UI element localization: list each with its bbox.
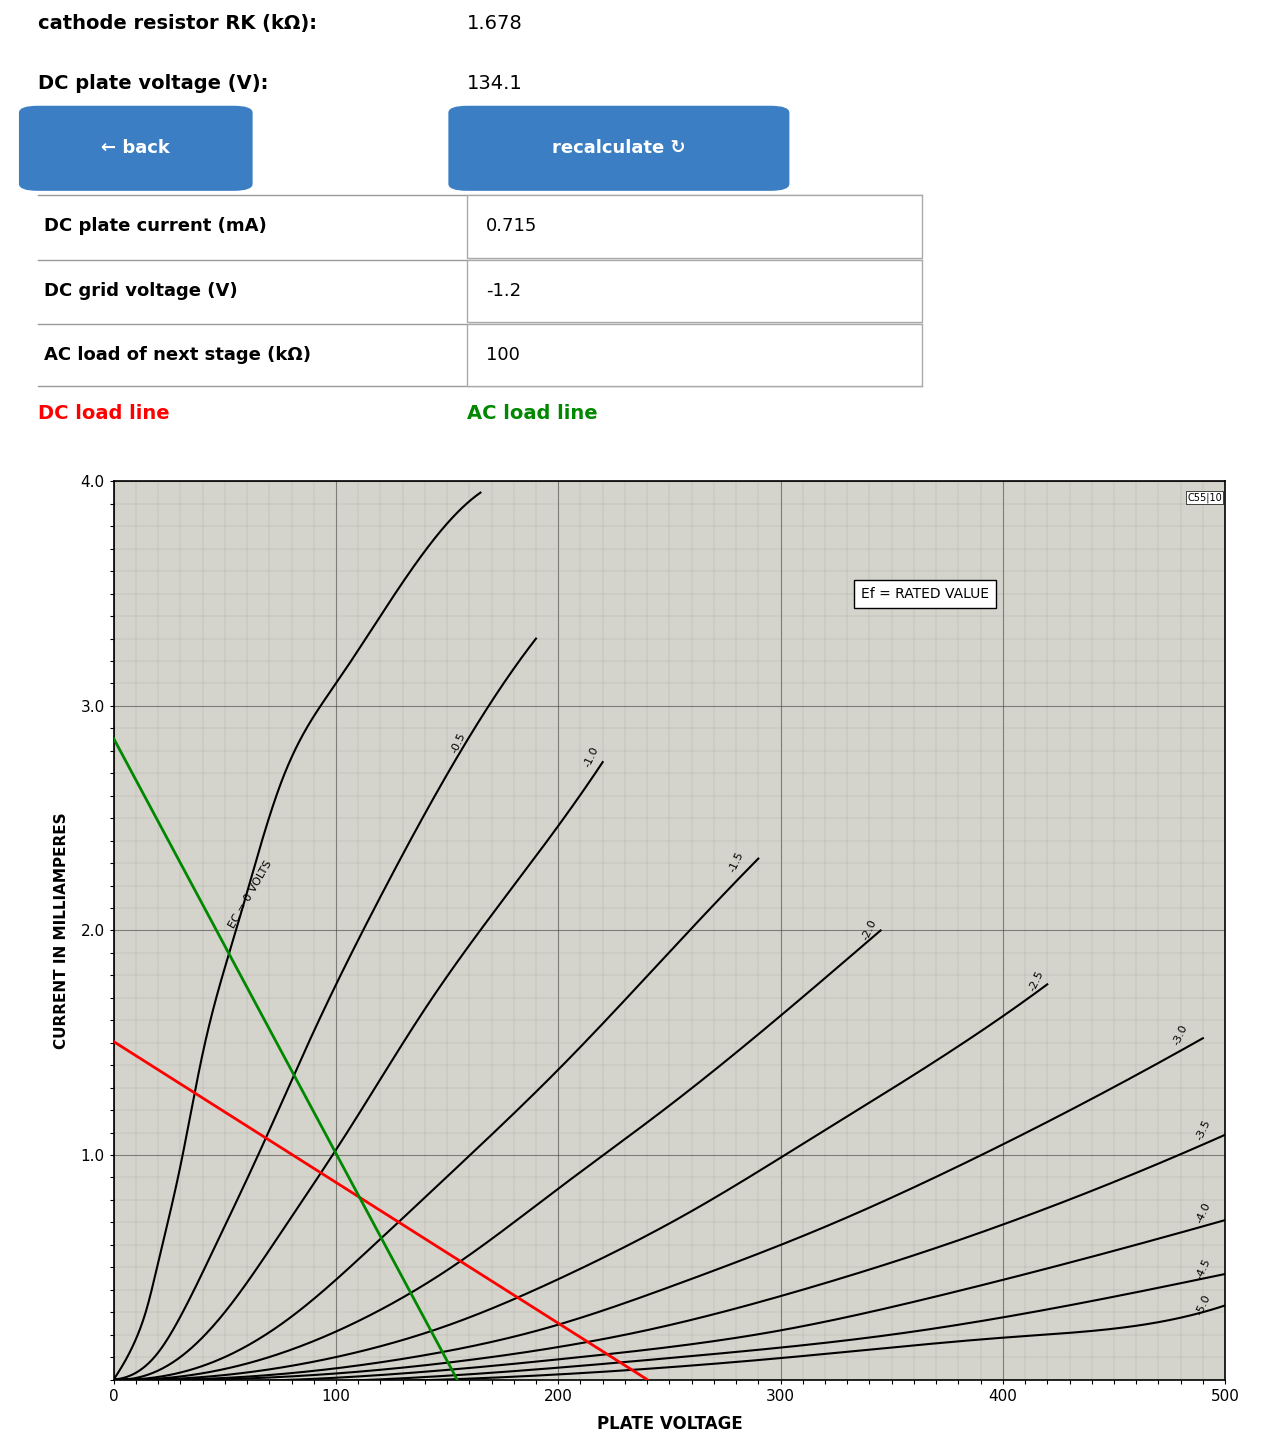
Text: -1.5: -1.5 <box>727 851 745 874</box>
Text: recalculate ↻: recalculate ↻ <box>552 139 686 157</box>
Text: -0.5: -0.5 <box>450 731 467 756</box>
Text: -4.0: -4.0 <box>1194 1201 1212 1224</box>
X-axis label: PLATE VOLTAGE: PLATE VOLTAGE <box>596 1414 743 1433</box>
Text: 1.678: 1.678 <box>467 14 523 33</box>
Text: Ef = RATED VALUE: Ef = RATED VALUE <box>861 586 989 601</box>
Text: -3.5: -3.5 <box>1194 1118 1212 1141</box>
Text: DC load line: DC load line <box>38 404 169 424</box>
Text: 0.715: 0.715 <box>486 217 538 236</box>
Text: -2.0: -2.0 <box>860 918 879 941</box>
Text: -5.0: -5.0 <box>1194 1293 1212 1316</box>
Bar <box>467 195 922 257</box>
Text: AC load line: AC load line <box>467 404 597 424</box>
Bar <box>467 325 922 387</box>
Text: ← back: ← back <box>101 139 169 157</box>
Text: DC plate current (mA): DC plate current (mA) <box>44 217 266 236</box>
Text: -4.5: -4.5 <box>1194 1257 1212 1280</box>
Text: C55|10: C55|10 <box>1187 491 1221 503</box>
Text: cathode resistor RK (kΩ):: cathode resistor RK (kΩ): <box>38 14 317 33</box>
Text: -2.5: -2.5 <box>1027 970 1046 993</box>
Text: -3.0: -3.0 <box>1172 1023 1190 1048</box>
Text: AC load of next stage (kΩ): AC load of next stage (kΩ) <box>44 346 311 364</box>
Text: EC = 0 VOLTS: EC = 0 VOLTS <box>227 859 274 931</box>
Text: 134.1: 134.1 <box>467 73 523 92</box>
Text: 100: 100 <box>486 346 520 364</box>
Text: -1.0: -1.0 <box>582 744 601 769</box>
Text: DC grid voltage (V): DC grid voltage (V) <box>44 282 237 300</box>
Text: -1.2: -1.2 <box>486 282 522 300</box>
FancyBboxPatch shape <box>448 106 789 191</box>
Y-axis label: CURRENT IN MILLIAMPERES: CURRENT IN MILLIAMPERES <box>54 812 69 1049</box>
Bar <box>467 260 922 322</box>
Text: DC plate voltage (V):: DC plate voltage (V): <box>38 73 268 92</box>
FancyBboxPatch shape <box>19 106 253 191</box>
